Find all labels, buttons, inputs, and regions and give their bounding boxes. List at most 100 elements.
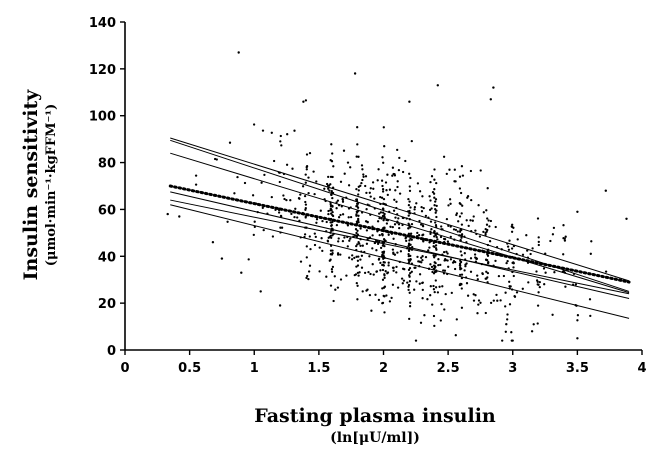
data-point xyxy=(481,272,484,275)
data-point xyxy=(393,253,397,256)
data-point xyxy=(303,233,307,236)
x-tick-label: 4 xyxy=(637,361,646,376)
data-point xyxy=(494,225,497,229)
data-point xyxy=(354,228,358,231)
data-point xyxy=(307,176,310,179)
data-point xyxy=(460,165,464,168)
data-point xyxy=(408,305,412,308)
data-point xyxy=(449,258,453,261)
data-point xyxy=(366,288,369,291)
data-point xyxy=(421,255,424,258)
data-point xyxy=(383,273,386,276)
data-point xyxy=(357,241,360,244)
data-point xyxy=(368,255,371,258)
data-point xyxy=(356,202,360,205)
data-point xyxy=(460,233,464,236)
data-point xyxy=(331,152,334,155)
data-point xyxy=(508,303,512,306)
data-point xyxy=(330,224,333,228)
data-point xyxy=(399,250,403,253)
data-point xyxy=(474,256,478,260)
data-point xyxy=(259,290,262,293)
data-point xyxy=(530,330,534,333)
data-point xyxy=(443,308,446,311)
data-point xyxy=(406,281,409,284)
data-point xyxy=(343,172,346,175)
data-point xyxy=(166,212,169,216)
data-point xyxy=(347,184,351,187)
data-point xyxy=(261,206,264,210)
data-point xyxy=(484,233,487,237)
data-point xyxy=(380,179,384,182)
data-point xyxy=(461,204,464,207)
data-point xyxy=(296,216,299,219)
data-point xyxy=(355,198,359,201)
data-point xyxy=(510,247,514,250)
data-point xyxy=(398,226,401,230)
data-point xyxy=(327,175,330,179)
data-point xyxy=(395,265,398,269)
data-point xyxy=(329,207,332,210)
data-point xyxy=(272,159,276,163)
data-point xyxy=(356,284,359,287)
data-point xyxy=(376,220,380,223)
data-point xyxy=(482,211,485,214)
data-point xyxy=(410,270,413,273)
data-point xyxy=(349,215,353,219)
data-point xyxy=(531,247,534,250)
data-point xyxy=(477,204,480,207)
data-point xyxy=(299,260,303,263)
data-point xyxy=(436,291,440,294)
data-point xyxy=(362,175,365,178)
data-point xyxy=(440,225,443,228)
data-point xyxy=(391,248,395,251)
data-point xyxy=(485,223,489,226)
data-point xyxy=(303,194,307,198)
data-point xyxy=(589,252,592,255)
data-point xyxy=(413,288,416,291)
data-point xyxy=(401,170,405,174)
data-point xyxy=(339,180,343,183)
data-point xyxy=(409,206,412,209)
data-point xyxy=(382,264,386,267)
data-point xyxy=(407,222,410,225)
data-point xyxy=(416,182,420,185)
data-point xyxy=(372,273,375,276)
data-point xyxy=(433,266,436,270)
data-point xyxy=(477,299,481,302)
data-point xyxy=(381,156,384,159)
data-point xyxy=(392,237,395,240)
data-point xyxy=(396,180,399,183)
data-point xyxy=(391,283,395,286)
data-point xyxy=(408,185,411,188)
data-point xyxy=(387,261,390,264)
x-tick-label: 3 xyxy=(508,361,517,376)
data-point xyxy=(429,220,433,223)
data-point xyxy=(339,213,342,217)
data-point xyxy=(314,235,317,239)
data-point xyxy=(453,168,456,171)
data-point xyxy=(588,298,592,301)
data-point xyxy=(563,237,566,240)
data-point xyxy=(309,247,312,251)
data-point xyxy=(220,257,224,260)
data-point xyxy=(527,281,530,284)
data-point xyxy=(444,292,447,296)
data-point xyxy=(304,181,307,184)
data-point xyxy=(382,197,386,201)
data-point xyxy=(329,234,332,238)
data-point xyxy=(508,239,511,242)
data-point xyxy=(403,268,406,271)
regression-line xyxy=(170,204,630,319)
data-point xyxy=(320,237,323,240)
data-point xyxy=(357,255,360,258)
data-point xyxy=(510,230,514,233)
data-point xyxy=(457,220,460,223)
data-point xyxy=(486,187,489,190)
data-point xyxy=(458,273,462,277)
data-point xyxy=(355,205,358,208)
data-point xyxy=(460,212,463,215)
data-point xyxy=(356,126,359,129)
data-point xyxy=(359,184,362,187)
data-point xyxy=(334,288,337,291)
